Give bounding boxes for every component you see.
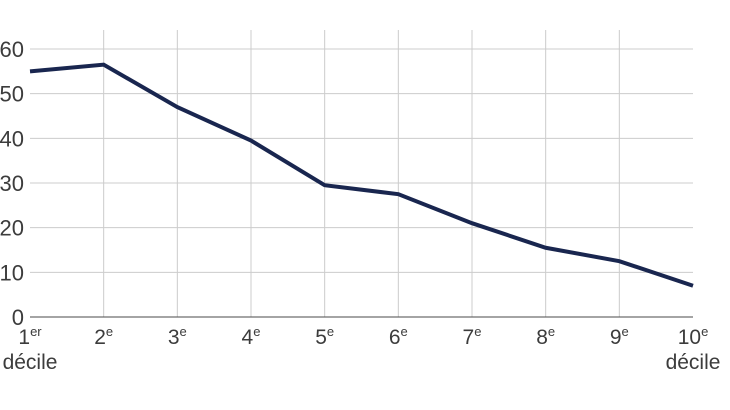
x-tick-label: 5e (315, 324, 334, 349)
x-tick-label: 3e (168, 324, 187, 349)
x-tick-label: 6e (389, 324, 408, 349)
x-tick-label: 8e (536, 324, 555, 349)
y-tick-label: 30 (0, 171, 24, 196)
x-tick-label: 2e (94, 324, 113, 349)
y-tick-label: 60 (0, 37, 24, 62)
x-tick-sublabel: décile (3, 351, 58, 374)
x-tick-sublabel: décile (666, 351, 721, 374)
x-tick-label: 4e (242, 324, 261, 349)
y-tick-label: 20 (0, 216, 24, 241)
data-line (29, 62, 694, 288)
x-tick-label: 1er (18, 324, 42, 349)
x-tick-label: 9e (610, 324, 629, 349)
y-tick-label: 40 (0, 126, 24, 151)
y-tick-label: 0 (12, 305, 24, 330)
y-tick-label: 10 (0, 260, 24, 285)
x-tick-label: 7e (463, 324, 482, 349)
x-tick-label: 10e (678, 324, 709, 349)
y-tick-label: 50 (0, 82, 24, 107)
